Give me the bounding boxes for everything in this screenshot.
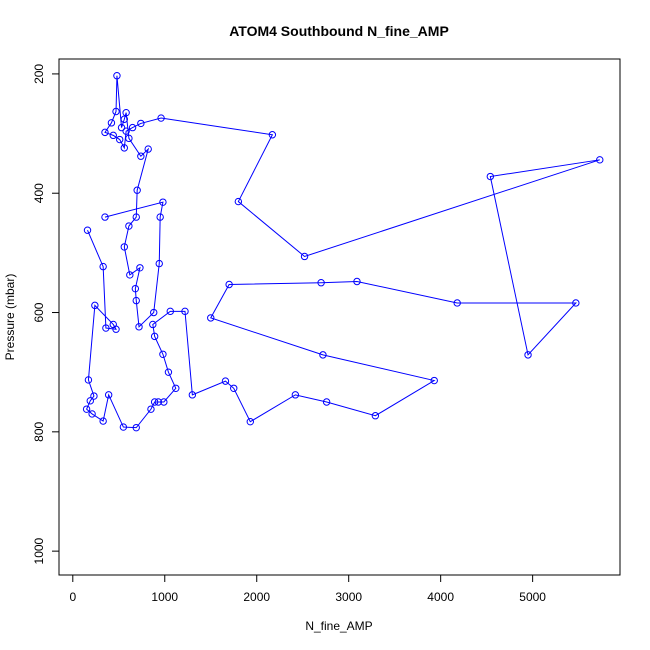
data-point — [225, 280, 233, 289]
data-point — [128, 123, 137, 132]
data-point — [157, 114, 165, 122]
data-point — [144, 145, 152, 153]
data-point — [82, 405, 91, 413]
chart-title: ATOM4 Southbound N_fine_AMP — [229, 23, 449, 39]
data-point — [88, 410, 96, 418]
y-axis-label: Pressure (mbar) — [3, 274, 17, 361]
data-point — [113, 72, 121, 80]
data-point — [300, 252, 309, 261]
data-point — [112, 107, 120, 116]
data-point — [102, 324, 110, 332]
data-point — [101, 213, 109, 221]
data-point — [188, 391, 197, 399]
data-point — [155, 259, 163, 268]
data-point — [109, 320, 117, 329]
data-point — [149, 320, 157, 329]
data-point — [159, 198, 167, 206]
data-point — [125, 134, 133, 143]
data-point — [453, 299, 461, 307]
x-tick-label: 1000 — [151, 590, 178, 604]
data-point — [150, 332, 159, 341]
data-point — [150, 308, 158, 317]
x-tick-label: 5000 — [519, 590, 546, 604]
data-point — [109, 131, 117, 140]
data-point — [86, 397, 94, 405]
data-point — [147, 405, 155, 413]
data-point — [133, 186, 141, 194]
x-tick-label: 3000 — [335, 590, 362, 604]
data-point — [125, 222, 133, 230]
data-point — [166, 307, 174, 316]
y-tick-label: 1000 — [32, 537, 46, 564]
data-point — [156, 213, 164, 221]
data-point — [119, 423, 128, 431]
data-point — [430, 376, 438, 385]
data-point — [101, 128, 109, 137]
data-point — [90, 392, 98, 400]
x-axis: 0 1000 2000 3000 4000 5000 — [69, 574, 546, 604]
data-point — [126, 271, 134, 279]
data-point — [371, 412, 380, 420]
data-point — [596, 156, 604, 164]
data-point — [234, 197, 243, 206]
data-point — [137, 152, 145, 160]
data-point — [115, 135, 124, 144]
y-tick-label: 600 — [32, 302, 46, 322]
data-point — [172, 384, 180, 392]
data-point — [107, 119, 116, 127]
x-axis-label: N_fine_AMP — [305, 619, 372, 633]
data-point — [319, 351, 327, 359]
data-point — [83, 226, 92, 234]
y-tick-label: 200 — [32, 64, 46, 84]
data-point — [99, 417, 107, 425]
data-point — [150, 398, 159, 406]
data-point — [122, 127, 130, 135]
data-point — [317, 278, 325, 287]
data-point — [291, 391, 300, 399]
data-point — [181, 307, 189, 316]
data-point — [572, 299, 580, 307]
y-tick-label: 400 — [32, 183, 46, 203]
data-point — [207, 314, 215, 322]
data-point — [160, 398, 168, 406]
plot-frame — [58, 58, 621, 576]
data-point — [131, 284, 140, 293]
data-point — [137, 119, 145, 128]
data-point — [104, 391, 113, 399]
data-point — [132, 296, 140, 305]
x-tick-label: 2000 — [243, 590, 270, 604]
data-point — [154, 398, 163, 406]
data-point — [136, 264, 144, 272]
data-point — [322, 398, 331, 406]
y-axis: 200 400 600 800 1000 — [32, 64, 60, 564]
data-point — [268, 131, 277, 139]
data-point — [524, 351, 532, 359]
data-point — [135, 323, 143, 331]
data-point — [246, 417, 254, 426]
data-point — [120, 144, 128, 152]
data-point — [230, 384, 238, 392]
data-point — [132, 213, 140, 221]
plot-area — [82, 72, 604, 432]
data-point — [120, 243, 128, 251]
series-line — [85, 75, 600, 429]
data-point — [91, 301, 99, 310]
data-point — [486, 172, 495, 181]
x-tick-label: 0 — [69, 590, 76, 604]
data-point — [221, 377, 230, 385]
data-point — [164, 368, 173, 376]
data-point — [159, 350, 167, 358]
x-tick-label: 4000 — [427, 590, 454, 604]
data-point — [353, 277, 361, 286]
data-point — [120, 115, 128, 123]
data-point — [84, 376, 93, 384]
data-point — [99, 262, 107, 271]
data-point — [132, 423, 140, 432]
data-point — [122, 108, 130, 117]
y-tick-label: 800 — [32, 422, 46, 442]
data-point — [117, 123, 126, 132]
